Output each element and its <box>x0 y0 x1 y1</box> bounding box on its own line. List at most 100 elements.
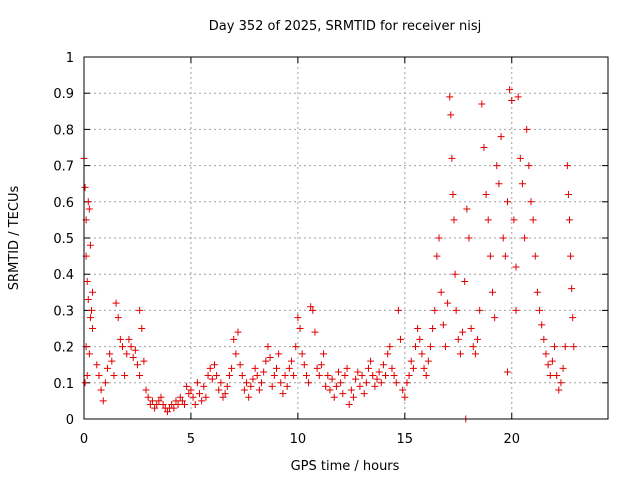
data-point <box>208 375 216 383</box>
data-point <box>463 205 471 213</box>
data-point <box>407 357 415 365</box>
data-point <box>497 133 505 141</box>
data-point <box>444 299 452 307</box>
data-point <box>326 386 334 394</box>
chart-title: Day 352 of 2025, SRMTID for receiver nis… <box>209 19 481 34</box>
y-tick-label: 0.1 <box>53 377 74 392</box>
data-point <box>86 241 94 249</box>
data-point <box>559 364 567 372</box>
data-point <box>435 234 443 242</box>
data-point <box>544 361 552 369</box>
data-point <box>294 314 302 322</box>
x-tick-label: 15 <box>397 432 414 447</box>
y-tick-label: 0.9 <box>53 87 74 102</box>
data-point <box>230 335 238 343</box>
data-point <box>493 162 501 170</box>
y-tick-label: 0.8 <box>53 123 74 138</box>
data-point <box>285 364 293 372</box>
data-point <box>339 390 347 398</box>
data-point <box>459 328 467 336</box>
data-point <box>206 364 214 372</box>
data-point <box>533 288 541 296</box>
data-point <box>474 335 482 343</box>
data-point <box>283 382 291 390</box>
data-point <box>426 343 434 351</box>
data-point <box>217 379 225 387</box>
data-point <box>330 393 338 401</box>
data-point <box>403 379 411 387</box>
data-point <box>418 350 426 358</box>
data-point <box>121 372 129 380</box>
data-point <box>371 382 379 390</box>
data-point <box>452 306 460 314</box>
data-point <box>116 335 124 343</box>
data-point <box>146 401 154 409</box>
data-point <box>243 379 251 387</box>
data-point <box>97 386 105 394</box>
data-point <box>127 343 135 351</box>
data-point <box>264 343 272 351</box>
data-point <box>536 306 544 314</box>
data-point <box>104 364 112 372</box>
data-point <box>112 299 120 307</box>
data-point <box>448 154 456 162</box>
data-point <box>399 386 407 394</box>
data-point <box>527 198 535 206</box>
data-point <box>89 325 97 332</box>
data-point <box>181 401 189 409</box>
data-point <box>99 397 107 405</box>
data-point <box>277 379 285 387</box>
data-point <box>136 372 144 380</box>
x-axis-label: GPS time / hours <box>291 459 400 474</box>
data-point <box>525 162 533 170</box>
data-point <box>168 401 176 409</box>
data-point <box>531 252 539 260</box>
data-point <box>133 361 141 369</box>
data-point <box>364 364 372 372</box>
data-point <box>219 393 227 401</box>
data-point <box>441 343 449 351</box>
data-point <box>86 314 94 322</box>
data-point <box>469 343 477 351</box>
data-point <box>163 408 171 416</box>
data-point <box>290 372 298 380</box>
data-point <box>106 350 114 358</box>
data-point <box>324 372 332 380</box>
data-point <box>178 397 186 405</box>
data-point <box>268 382 276 390</box>
data-point <box>422 372 430 380</box>
data-point <box>542 350 550 358</box>
data-point <box>397 335 405 343</box>
data-point <box>337 379 345 387</box>
data-point <box>373 375 381 383</box>
data-point <box>125 335 133 343</box>
data-point <box>512 306 520 314</box>
data-point <box>223 382 231 390</box>
y-tick-label: 0.3 <box>53 304 74 319</box>
data-point <box>85 350 93 358</box>
data-point <box>228 364 236 372</box>
y-tick-label: 0.4 <box>53 268 74 283</box>
data-point <box>358 372 366 380</box>
data-point <box>245 393 253 401</box>
data-point <box>307 303 315 311</box>
x-tick-label: 20 <box>503 432 520 447</box>
data-point <box>447 111 455 119</box>
data-point <box>569 314 577 322</box>
plot-frame <box>83 56 609 420</box>
data-point <box>553 372 561 380</box>
data-point <box>548 357 556 365</box>
data-point <box>176 393 184 401</box>
data-point <box>320 350 328 358</box>
data-point <box>172 397 180 405</box>
data-point <box>272 364 280 372</box>
data-point <box>159 401 167 409</box>
data-point <box>151 404 159 412</box>
data-point <box>563 162 571 170</box>
data-point <box>420 364 428 372</box>
data-point <box>521 234 529 242</box>
y-axis-label: SRMTID / TECUs <box>7 186 22 291</box>
data-point <box>566 216 574 224</box>
data-point <box>101 379 109 387</box>
